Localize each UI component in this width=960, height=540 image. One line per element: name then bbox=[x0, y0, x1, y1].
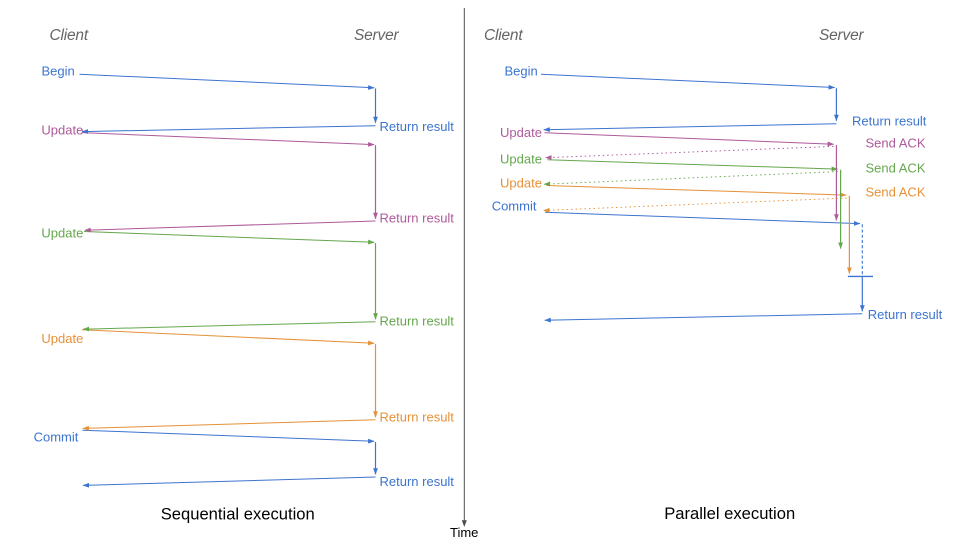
svg-text:Parallel execution: Parallel execution bbox=[664, 504, 795, 523]
svg-text:Commit: Commit bbox=[34, 429, 79, 444]
svg-text:Return result: Return result bbox=[380, 409, 455, 424]
svg-text:Send ACK: Send ACK bbox=[866, 136, 926, 151]
svg-text:Return result: Return result bbox=[852, 113, 927, 128]
svg-text:Update: Update bbox=[41, 225, 83, 240]
svg-text:Send ACK: Send ACK bbox=[866, 185, 926, 200]
svg-text:Begin: Begin bbox=[505, 63, 538, 78]
svg-text:Return result: Return result bbox=[868, 307, 943, 322]
svg-text:Update: Update bbox=[500, 175, 542, 190]
svg-text:Begin: Begin bbox=[42, 63, 75, 78]
svg-text:Update: Update bbox=[41, 123, 83, 138]
svg-text:Update: Update bbox=[500, 125, 542, 140]
svg-text:Server: Server bbox=[354, 27, 399, 44]
svg-text:Send ACK: Send ACK bbox=[866, 161, 926, 176]
svg-text:Return result: Return result bbox=[380, 313, 455, 328]
svg-text:Return result: Return result bbox=[380, 211, 455, 226]
svg-text:Commit: Commit bbox=[492, 199, 537, 214]
svg-text:Server: Server bbox=[819, 27, 864, 44]
svg-text:Time: Time bbox=[450, 525, 478, 540]
svg-text:Client: Client bbox=[50, 27, 89, 44]
svg-text:Client: Client bbox=[484, 27, 523, 44]
svg-text:Update: Update bbox=[41, 331, 83, 346]
svg-text:Return result: Return result bbox=[380, 474, 455, 489]
svg-text:Sequential execution: Sequential execution bbox=[161, 505, 315, 524]
svg-text:Update: Update bbox=[500, 151, 542, 166]
svg-text:Return result: Return result bbox=[380, 119, 455, 134]
